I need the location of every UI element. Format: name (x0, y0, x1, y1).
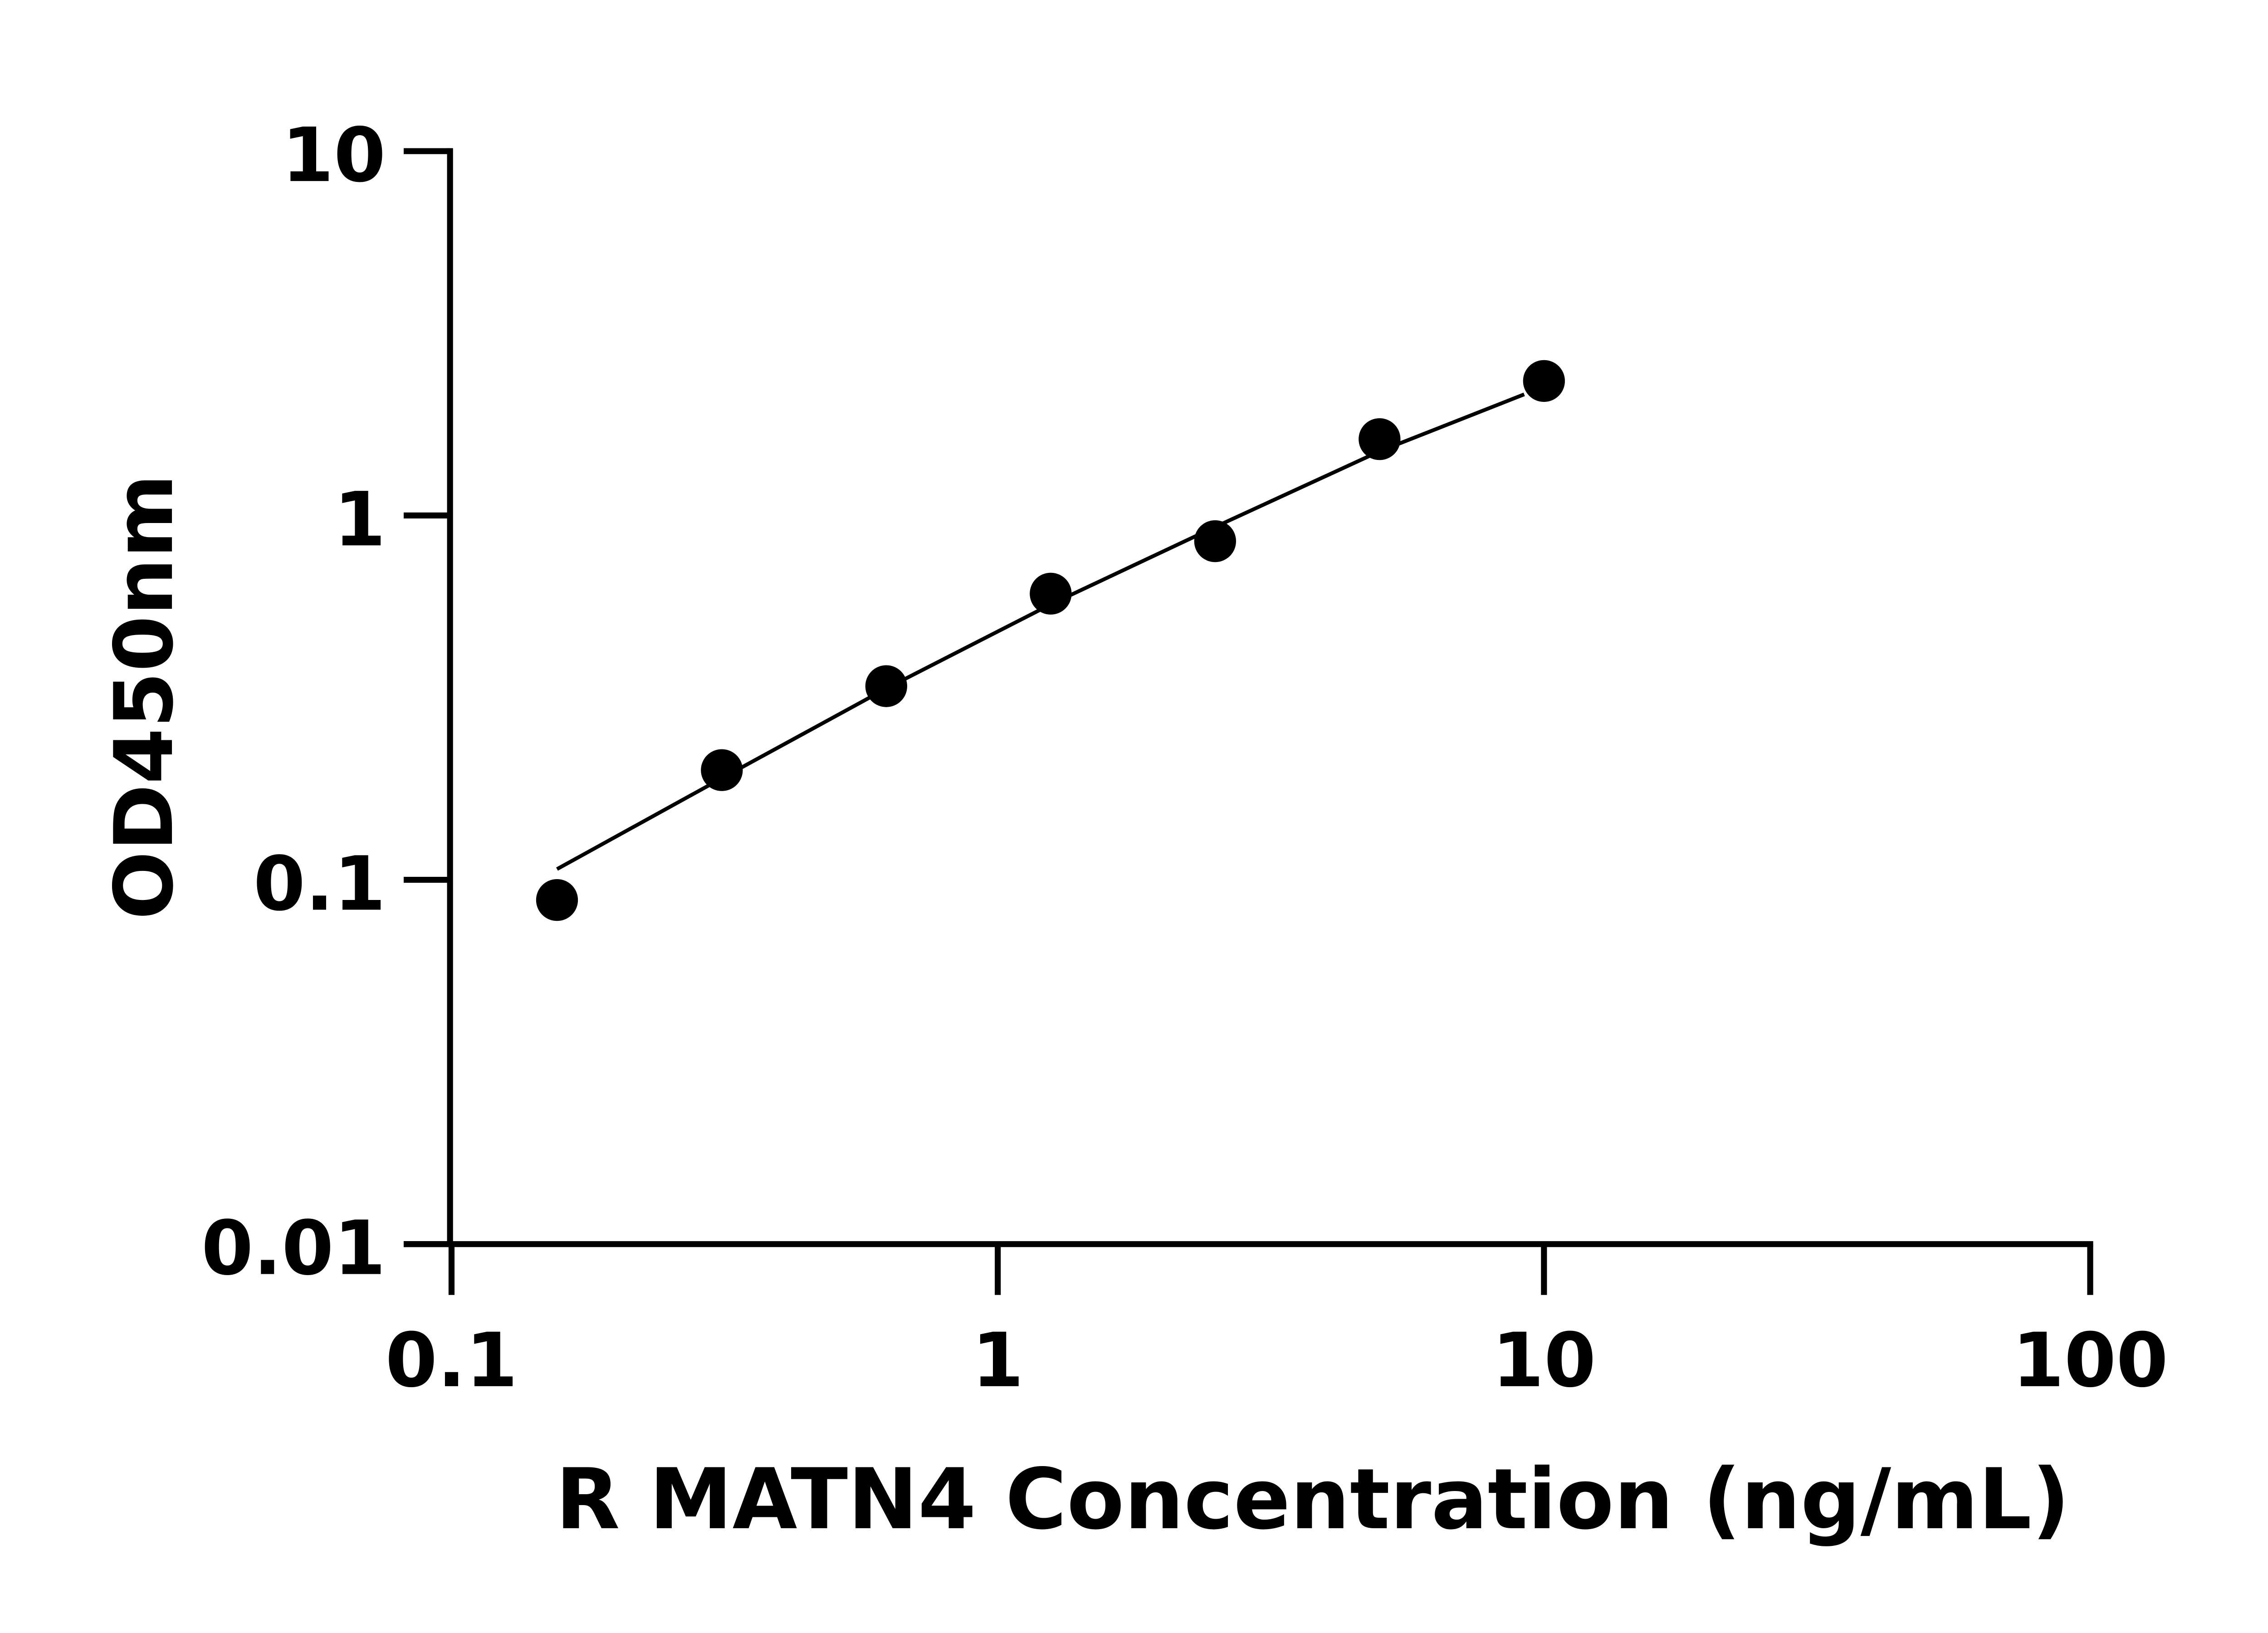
data-point (1030, 572, 1072, 615)
x-axis-label: R MATN4 Concentration (ng/mL) (556, 1451, 2070, 1548)
x-tick-label: 1 (972, 1317, 1024, 1404)
data-point (1523, 360, 1565, 402)
y-tick-label: 1 (334, 476, 386, 563)
data-point (1359, 418, 1401, 460)
data-points (536, 360, 1565, 921)
y-tick-label: 10 (282, 112, 386, 199)
data-point (536, 879, 578, 921)
y-tick-label: 0.01 (201, 1205, 386, 1292)
fit-curve (556, 392, 1525, 871)
y-tick-label: 0.1 (253, 840, 386, 927)
data-point (701, 749, 743, 791)
data-point (1194, 520, 1236, 562)
y-axis: 0.01 0.1 1 10 (201, 112, 453, 1292)
x-tick-label: 0.1 (385, 1317, 518, 1404)
x-axis: 0.1 1 10 100 (385, 1241, 2168, 1404)
x-tick-label: 10 (1492, 1317, 1596, 1404)
x-tick-label: 100 (2012, 1317, 2168, 1404)
data-point (865, 665, 907, 707)
y-axis-label: OD450nm (97, 474, 191, 920)
